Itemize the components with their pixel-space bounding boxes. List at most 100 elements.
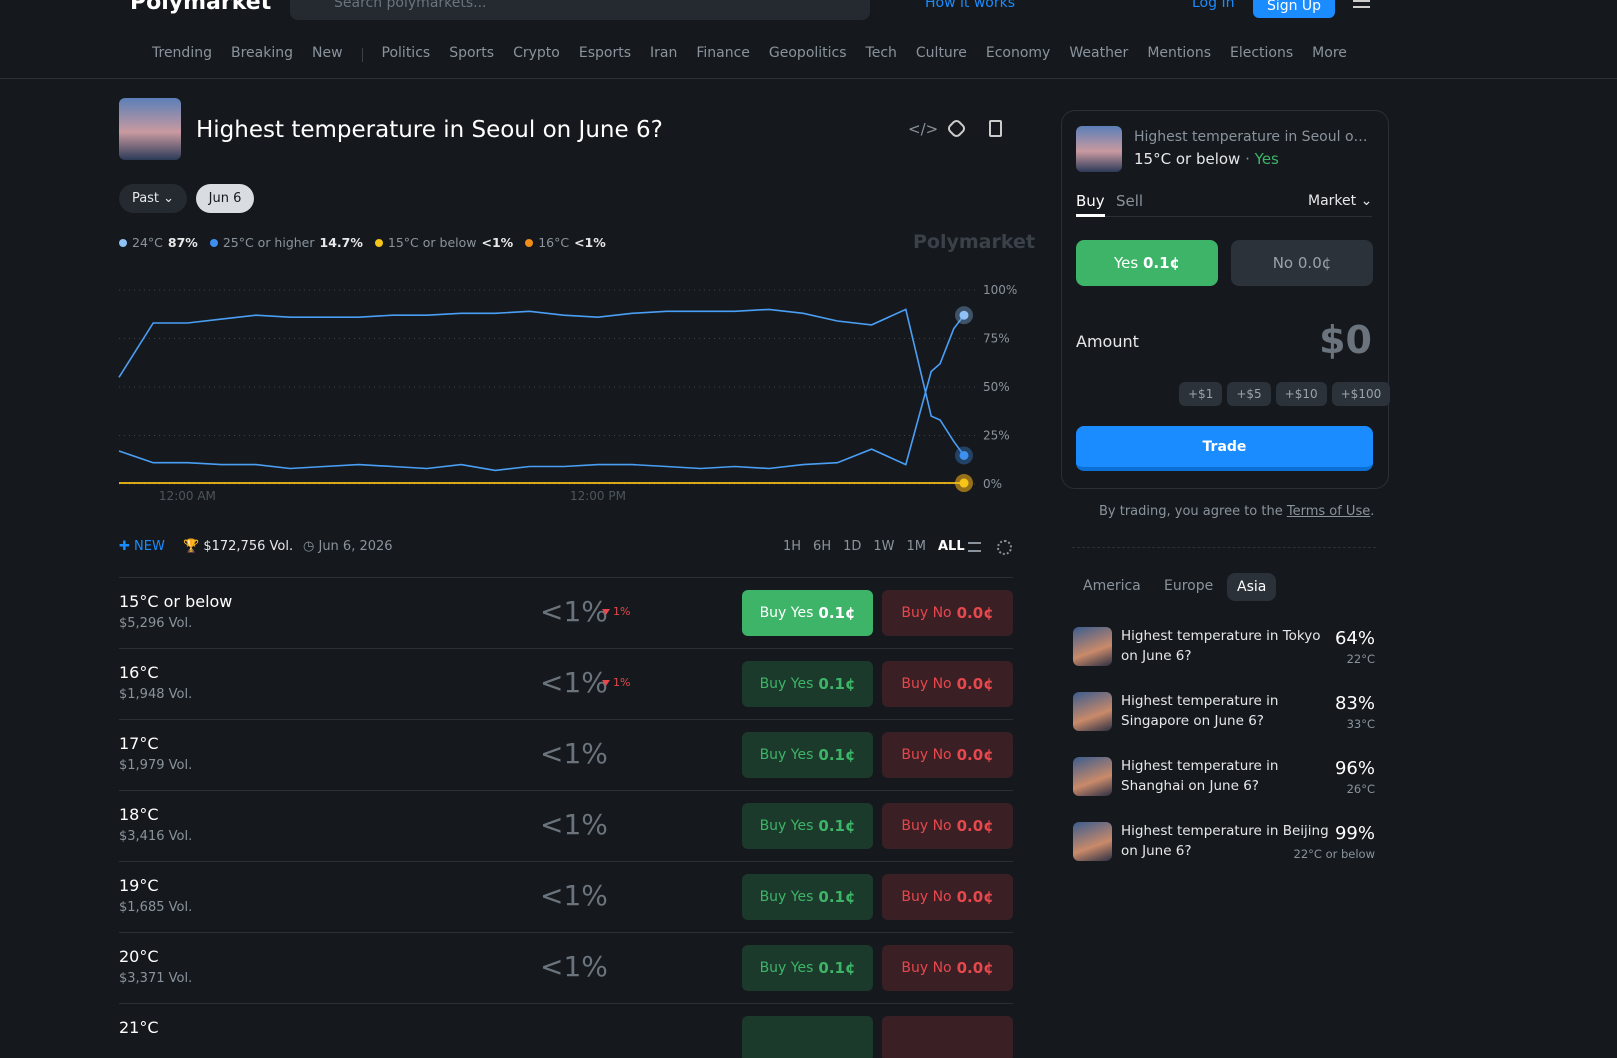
nav-item[interactable]: Trending [152, 45, 212, 61]
nav-item[interactable]: Breaking [230, 45, 293, 61]
no-price: 0.0¢ [956, 746, 994, 764]
range-tab[interactable]: 1W [873, 539, 895, 554]
range-tab[interactable]: 1H [783, 539, 802, 554]
nav-item[interactable]: Crypto [513, 45, 560, 61]
related-title[interactable]: Highest temperature in Shanghai on June … [1121, 758, 1279, 794]
buy-yes[interactable]: Buy Yes 0.1¢ [742, 803, 873, 849]
nav-item[interactable]: Weather [1069, 45, 1129, 61]
buy-no[interactable]: Buy No 0.0¢ [882, 661, 1013, 707]
nav-item[interactable]: Mentions [1147, 45, 1211, 61]
nav-item[interactable]: Geopolitics [768, 45, 847, 61]
search-box[interactable] [290, 0, 870, 20]
range-tab[interactable]: 1D [843, 539, 862, 554]
series-line [118, 308, 965, 456]
region-tab[interactable]: America [1083, 578, 1141, 594]
nav-item[interactable]: Esports [578, 45, 631, 61]
buy-no-text: Buy No [901, 747, 952, 763]
buy-no[interactable]: Buy No 0.0¢ [882, 874, 1013, 920]
quick-amount[interactable]: +$5 [1227, 382, 1271, 406]
row-border [119, 719, 1013, 720]
outcome-change: 1% [613, 676, 631, 689]
nav-item[interactable]: Elections [1230, 45, 1294, 61]
buy-yes[interactable]: Buy Yes 0.1¢ [742, 945, 873, 991]
nav-item[interactable]: New [311, 45, 343, 61]
menu-icon[interactable] [1353, 0, 1370, 8]
buy-no[interactable] [882, 1016, 1013, 1058]
related-detail: 22°C [1346, 652, 1375, 666]
nav-item[interactable]: Politics [381, 45, 431, 61]
buy-yes[interactable]: Buy Yes 0.1¢ [742, 661, 873, 707]
buy-yes[interactable]: Buy Yes 0.1¢ [742, 590, 873, 636]
nav-item[interactable]: Economy [985, 45, 1051, 61]
related-title[interactable]: Highest temperature in Tokyo on June 6? [1121, 628, 1321, 664]
buy-yes-text: Buy Yes [759, 889, 814, 905]
bookmark-icon[interactable] [989, 120, 1002, 137]
quick-amount[interactable]: +$1 [1179, 382, 1223, 406]
range-tab[interactable]: ALL [938, 539, 965, 554]
buy-tab[interactable]: Buy [1076, 192, 1105, 210]
no-price: 0.0¢ [956, 888, 994, 906]
amount-label: Amount [1076, 332, 1139, 351]
buy-yes[interactable]: Buy Yes 0.1¢ [742, 732, 873, 778]
filter-date[interactable]: Jun 6 [196, 184, 254, 213]
buy-yes-text: Buy Yes [759, 960, 814, 976]
outcome-volume: $3,371 Vol. [119, 971, 193, 986]
related-title[interactable]: Highest temperature in Beijing on June 6… [1121, 823, 1329, 859]
no-button[interactable]: No 0.0¢ [1231, 240, 1373, 286]
badge-text: NEW [134, 539, 165, 554]
sell-tab[interactable]: Sell [1116, 192, 1144, 210]
nav-item[interactable]: Finance [696, 45, 750, 61]
region-tab[interactable]: Asia [1227, 573, 1277, 601]
related-chance: 64% [1334, 628, 1375, 649]
filter-past[interactable]: Past ⌄ [119, 184, 187, 213]
embed-icon[interactable]: </> [908, 120, 939, 138]
trade-button[interactable]: Trade [1076, 426, 1373, 471]
quick-amount[interactable]: +$10 [1275, 382, 1327, 406]
row-border [119, 648, 1013, 649]
related-title[interactable]: Highest temperature in Singapore on June… [1121, 693, 1279, 729]
log-in[interactable]: Log In [1192, 0, 1235, 11]
buy-yes[interactable]: Buy Yes 0.1¢ [742, 874, 873, 920]
buy-no[interactable]: Buy No 0.0¢ [882, 945, 1013, 991]
date: ◷ Jun 6, 2026 [303, 539, 393, 554]
row-border [119, 1003, 1013, 1004]
yes-price: 0.1¢ [1142, 254, 1180, 272]
legend-dot [374, 238, 383, 247]
legend-name: 24°C [132, 235, 163, 250]
quick-amount[interactable]: +$100 [1331, 382, 1391, 406]
down-arrow [602, 680, 610, 686]
amount-value[interactable]: $0 [1319, 318, 1372, 362]
settings-icon[interactable] [997, 540, 1012, 555]
nav-item[interactable]: Culture [915, 45, 967, 61]
buy-no[interactable]: Buy No 0.0¢ [882, 590, 1013, 636]
nav-item[interactable]: Iran [650, 45, 678, 61]
outcome-name: 15°C or below [119, 592, 233, 611]
nav-item[interactable]: More [1312, 45, 1347, 61]
sort-icon[interactable] [968, 542, 981, 552]
end-dot [959, 450, 969, 460]
tab-line [1076, 216, 1372, 217]
range-tab[interactable]: 6H [813, 539, 832, 554]
buy-yes-text: Buy Yes [759, 605, 814, 621]
nav-item[interactable]: Tech [865, 45, 897, 61]
terms-link[interactable]: Terms of Use [1286, 504, 1371, 519]
end-dot [959, 310, 969, 320]
order-type[interactable]: Market ⌄ [1308, 193, 1373, 209]
nav-item[interactable]: Sports [449, 45, 495, 61]
no-price: 0.0¢ [956, 817, 994, 835]
yes-button[interactable]: Yes 0.1¢ [1076, 240, 1218, 286]
region-tab[interactable]: Europe [1164, 578, 1214, 594]
buy-yes[interactable] [742, 1016, 873, 1058]
yes-text: Yes [1113, 254, 1139, 272]
how-it-works[interactable]: How it works [925, 0, 1015, 11]
sign-up[interactable]: Sign Up [1253, 0, 1335, 18]
outcome-volume: $1,979 Vol. [119, 758, 193, 773]
outcome-chance: <1% [540, 737, 608, 770]
buy-no[interactable]: Buy No 0.0¢ [882, 732, 1013, 778]
outcome-volume: $1,948 Vol. [119, 687, 193, 702]
brand[interactable]: Polymarket [130, 0, 272, 15]
range-tab[interactable]: 1M [906, 539, 927, 554]
buy-no[interactable]: Buy No 0.0¢ [882, 803, 1013, 849]
buy-no-text: Buy No [901, 605, 952, 621]
